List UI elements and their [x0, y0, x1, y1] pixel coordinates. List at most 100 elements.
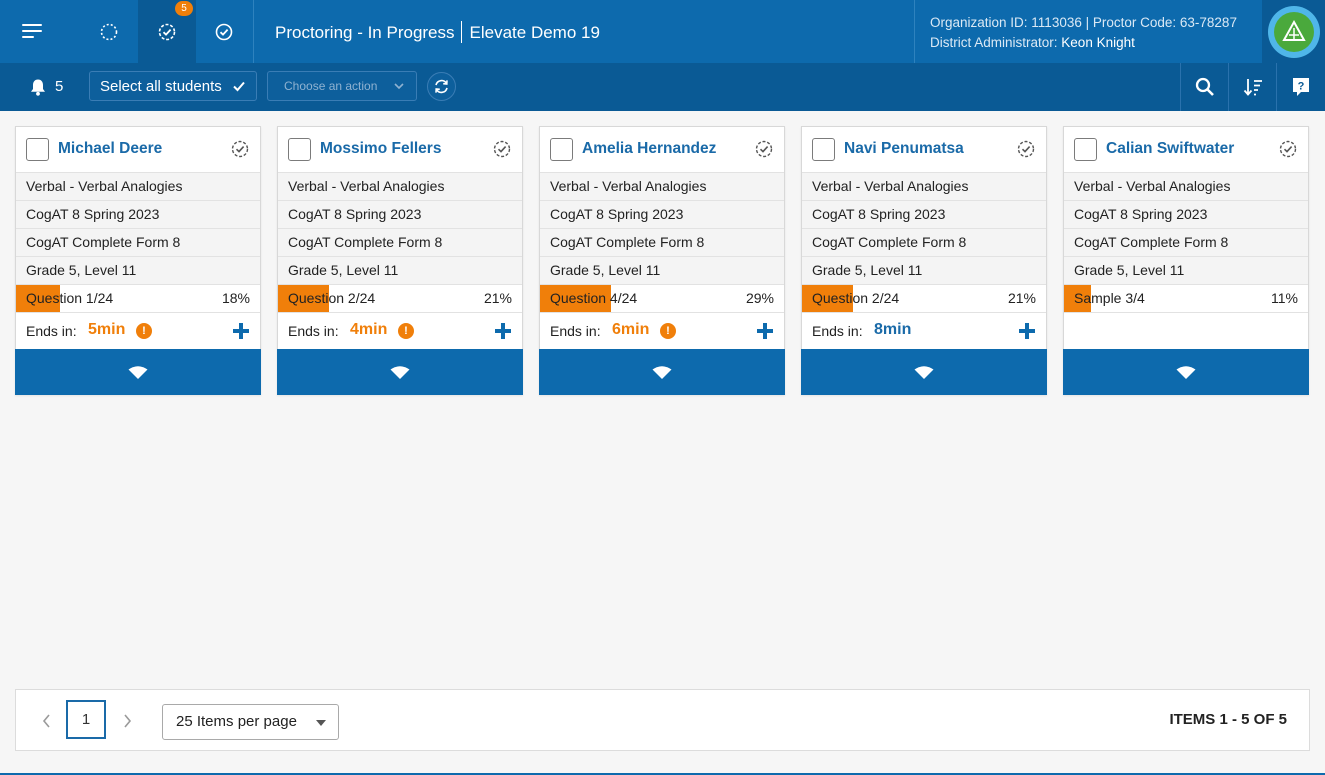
refresh-icon [435, 79, 448, 94]
items-per-page-label: 25 Items per page [176, 713, 297, 730]
subtest-row: Verbal - Verbal Analogies [16, 173, 260, 201]
select-all-button[interactable]: Select all students [89, 71, 257, 101]
in-progress-count-badge: 5 [175, 1, 193, 16]
caret-down-icon [316, 720, 326, 726]
page-number-button[interactable]: 1 [66, 700, 106, 739]
add-time-button[interactable] [757, 323, 773, 339]
form-row: CogAT Complete Form 8 [802, 229, 1046, 257]
ends-in-value: 8min [874, 321, 912, 338]
grade-level-row: Grade 5, Level 11 [802, 257, 1046, 285]
select-all-label: Select all students [100, 77, 222, 95]
student-name[interactable]: Calian Swiftwater [1106, 140, 1235, 157]
sort-icon [1243, 79, 1262, 96]
ends-in-value: 5min [88, 321, 126, 338]
page-title: Proctoring - In Progress Elevate Demo 19 [275, 21, 600, 43]
form-row: CogAT Complete Form 8 [540, 229, 784, 257]
wifi-icon [1176, 366, 1196, 379]
tab-completed[interactable] [195, 0, 253, 63]
student-card: Mossimo Fellers Verbal - Verbal Analogie… [277, 126, 523, 395]
student-checkbox[interactable] [26, 138, 49, 161]
check-circle-icon [215, 23, 233, 40]
subtest-row: Verbal - Verbal Analogies [802, 173, 1046, 201]
progress-label: Question 2/24 [288, 290, 376, 306]
card-header: Navi Penumatsa [802, 127, 1046, 173]
action-toolbar: 5 Select all students Choose an action ? [0, 63, 1325, 111]
form-row: CogAT Complete Form 8 [278, 229, 522, 257]
chevron-down-icon [394, 83, 404, 90]
tab-not-started[interactable] [80, 0, 138, 63]
refresh-button[interactable] [427, 72, 456, 101]
session-name: Elevate Demo 19 [469, 23, 600, 42]
avatar[interactable] [1267, 5, 1320, 58]
student-name[interactable]: Mossimo Fellers [320, 140, 442, 157]
items-per-page-select[interactable]: 25 Items per page [162, 704, 339, 740]
progress-percent: 29% [745, 290, 774, 306]
student-checkbox[interactable] [550, 138, 573, 161]
in-progress-check-icon [158, 23, 176, 40]
warning-icon: ! [660, 323, 676, 339]
items-summary: ITEMS 1 - 5 OF 5 [1169, 711, 1287, 728]
in-progress-status-icon [1279, 140, 1297, 158]
add-time-button[interactable] [233, 323, 249, 339]
ends-in-label: Ends in: [288, 323, 339, 339]
sort-button[interactable] [1228, 63, 1276, 111]
subtest-row: Verbal - Verbal Analogies [540, 173, 784, 201]
progress-fill [802, 285, 854, 312]
progress-fill [540, 285, 611, 312]
student-checkbox[interactable] [1074, 138, 1097, 161]
test-name-row: CogAT 8 Spring 2023 [1064, 201, 1308, 229]
progress-label: Sample 3/4 [1074, 290, 1145, 306]
grade-level-row: Grade 5, Level 11 [16, 257, 260, 285]
subtest-row: Verbal - Verbal Analogies [1064, 173, 1308, 201]
bell-icon[interactable] [28, 77, 48, 97]
progress-percent: 11% [1271, 290, 1298, 306]
search-button[interactable] [1180, 63, 1228, 111]
test-name-row: CogAT 8 Spring 2023 [16, 201, 260, 229]
chevron-left-icon[interactable] [40, 712, 54, 730]
help-button[interactable]: ? [1276, 63, 1325, 111]
card-expand-button[interactable] [15, 349, 261, 395]
avatar-logo-icon [1273, 11, 1314, 52]
warning-icon: ! [136, 323, 152, 339]
action-placeholder: Choose an action [284, 79, 378, 93]
card-header: Mossimo Fellers [278, 127, 522, 173]
checkmark-icon [233, 81, 245, 92]
user-line: District Administrator: Keon Knight [930, 33, 1237, 53]
student-name[interactable]: Navi Penumatsa [844, 140, 964, 157]
tab-in-progress[interactable]: 5 [138, 0, 196, 63]
progress-percent: 21% [1007, 290, 1036, 306]
nav-divider [253, 0, 254, 63]
page-title-text: Proctoring - In Progress [275, 23, 455, 42]
add-time-button[interactable] [495, 323, 511, 339]
student-checkbox[interactable] [812, 138, 835, 161]
progress-bar: Question 4/24 29% [540, 285, 784, 313]
title-separator [460, 21, 462, 43]
card-header: Calian Swiftwater [1064, 127, 1308, 173]
student-name[interactable]: Amelia Hernandez [582, 140, 717, 157]
time-remaining-row: Ends in: 8min [802, 313, 1046, 349]
progress-bar: Question 1/24 18% [16, 285, 260, 313]
avatar-container [1262, 0, 1325, 63]
time-remaining-row: Ends in: 4min ! [278, 313, 522, 349]
action-dropdown[interactable]: Choose an action [267, 71, 417, 101]
ends-in-label: Ends in: [812, 323, 863, 339]
card-expand-button[interactable] [1063, 349, 1309, 395]
in-progress-status-icon [1017, 140, 1035, 158]
in-progress-status-icon [755, 140, 773, 158]
time-remaining-row [1064, 313, 1308, 349]
pagination-bar: 1 25 Items per page ITEMS 1 - 5 OF 5 [15, 689, 1310, 751]
notification-count: 5 [55, 78, 64, 95]
add-time-button[interactable] [1019, 323, 1035, 339]
grade-level-row: Grade 5, Level 11 [540, 257, 784, 285]
student-checkbox[interactable] [288, 138, 311, 161]
card-expand-button[interactable] [801, 349, 1047, 395]
progress-percent: 18% [221, 290, 250, 306]
card-expand-button[interactable] [277, 349, 523, 395]
hamburger-menu-icon[interactable] [22, 24, 42, 40]
chevron-right-icon[interactable] [120, 712, 134, 730]
card-expand-button[interactable] [539, 349, 785, 395]
org-info: Organization ID: 1113036 | Proctor Code:… [930, 13, 1237, 53]
subtest-row: Verbal - Verbal Analogies [278, 173, 522, 201]
student-name[interactable]: Michael Deere [58, 140, 163, 157]
in-progress-status-icon [231, 140, 249, 158]
